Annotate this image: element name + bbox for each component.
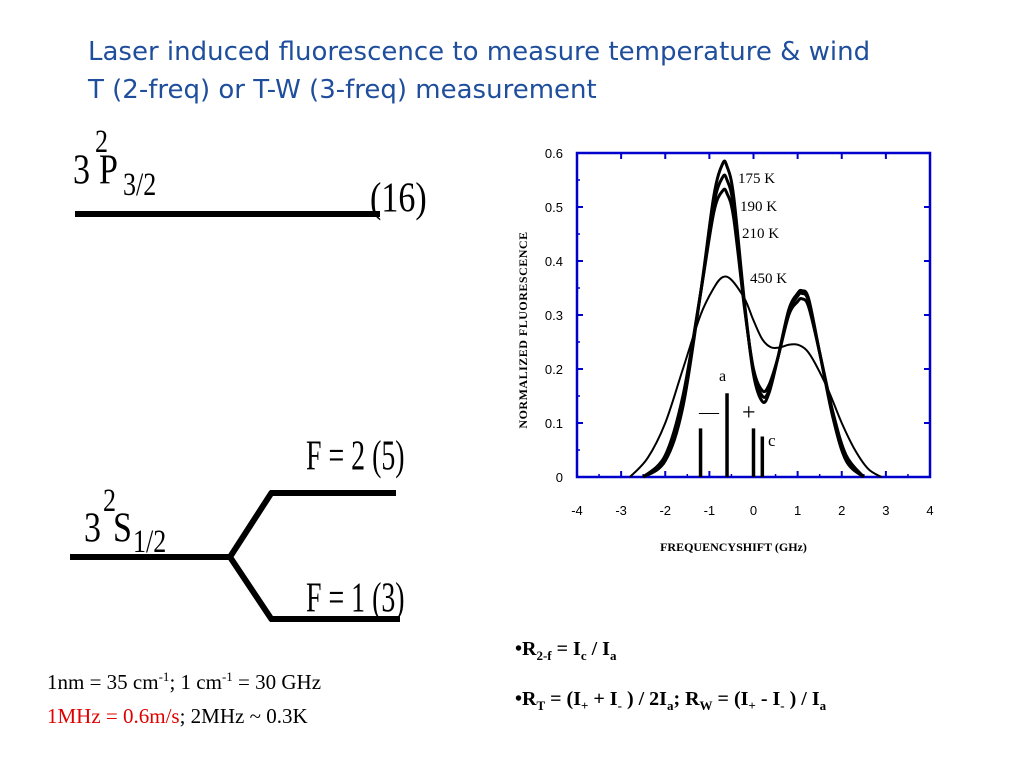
- y-tick-label: 0.1: [545, 416, 563, 431]
- conversion-note-line-2: 1MHz = 0.6m/s; 2MHz ~ 0.3K: [47, 704, 308, 729]
- upper-level-letter: P: [99, 147, 118, 194]
- f-text: = (I: [545, 688, 581, 710]
- f-text: ; R: [673, 688, 700, 710]
- f-text: ) / 2I: [621, 688, 667, 710]
- y-tick-label: 0.6: [545, 146, 563, 161]
- y-tick-label: 0.5: [545, 200, 563, 215]
- y-tick-label: 0.2: [545, 362, 563, 377]
- series-line-450k: [629, 275, 882, 478]
- series-label: 175 K: [738, 171, 775, 187]
- f1-label: F = 1 (3): [306, 575, 405, 622]
- note-text: ; 1 cm: [169, 670, 222, 694]
- x-tick-label: -2: [659, 503, 671, 518]
- x-tick-label: 3: [882, 503, 889, 518]
- upper-level-multiplicity: 2: [95, 123, 108, 160]
- slide-title: Laser induced fluorescence to measure te…: [88, 33, 988, 109]
- marker-a-label: a: [719, 368, 726, 385]
- note-highlight: 1MHz = 0.6m/s: [47, 704, 180, 728]
- marker-minus-label: —: [698, 401, 720, 423]
- f1-branch-line: [227, 555, 275, 622]
- note-text: ; 2MHz ~ 0.3K: [179, 704, 308, 728]
- f-text: / I: [586, 638, 610, 660]
- lower-level-n: 3: [84, 505, 101, 552]
- upper-level-j: 3/2: [123, 166, 157, 203]
- series-label: 450 K: [750, 271, 787, 287]
- marker-c-label: c: [768, 431, 776, 450]
- lower-level-letter: S: [113, 505, 132, 552]
- energy-level-diagram: [70, 211, 400, 622]
- f-sub: +: [748, 698, 756, 713]
- bullet: •: [515, 688, 523, 710]
- f-sub: a: [666, 698, 674, 713]
- marker-plus-label: +: [742, 400, 756, 426]
- x-axis-label: FREQUENCYSHIFT (GHz): [660, 540, 807, 554]
- title-line-2: T (2-freq) or T-W (3-freq) measurement: [88, 75, 597, 105]
- x-tick-label: 0: [750, 503, 757, 518]
- f-sub: T: [536, 698, 546, 713]
- f2-branch-line: [227, 490, 275, 559]
- conversion-note-line-1: 1nm = 35 cm-1; 1 cm-1 = 30 GHz: [47, 669, 321, 695]
- f-sub: a: [609, 648, 617, 663]
- note-sup: -1: [158, 669, 170, 684]
- f-sub: W: [699, 698, 713, 713]
- x-tick-label: -4: [571, 503, 583, 518]
- note-sup: -1: [221, 669, 233, 684]
- note-text: 1nm = 35 cm: [47, 670, 159, 694]
- formula-2f: •R2-f = Ic / Ia: [515, 638, 616, 664]
- f-text: = I: [551, 638, 581, 660]
- formula-tw: •RT = (I+ + I- ) / 2Ia; RW = (I+ - I- ) …: [515, 688, 826, 714]
- f-text: - I: [755, 688, 781, 710]
- x-tick-label: 2: [838, 503, 845, 518]
- x-tick-label: 1: [794, 503, 801, 518]
- f-sub: c: [580, 648, 587, 663]
- y-tick-label: 0.3: [545, 308, 563, 323]
- lower-level-j: 1/2: [133, 523, 167, 560]
- bullet: •: [515, 638, 523, 660]
- f-text: + I: [588, 688, 618, 710]
- f-sub: +: [580, 698, 589, 713]
- series-label: 210 K: [742, 226, 779, 242]
- f-text: = (I: [712, 688, 749, 710]
- f-text: ) / I: [784, 688, 820, 710]
- title-line-1: Laser induced fluorescence to measure te…: [88, 37, 871, 67]
- f-text: R: [522, 638, 537, 660]
- y-tick-label: 0.4: [545, 254, 563, 269]
- upper-level-degeneracy: (16): [370, 175, 427, 222]
- f2-label: F = 2 (5): [306, 433, 405, 480]
- x-tick-label: -1: [704, 503, 716, 518]
- f-sub: a: [819, 698, 827, 713]
- f-sub: -: [617, 698, 622, 713]
- f-sub: 2-f: [536, 648, 552, 663]
- series-line-210k: [642, 187, 865, 479]
- y-axis-label: NORMALIZED FLUORESCENCE: [516, 231, 530, 428]
- lower-level-multiplicity: 2: [103, 482, 116, 519]
- x-tick-label: 4: [926, 503, 933, 518]
- series-label: 190 K: [740, 199, 777, 215]
- y-tick-label: 0: [556, 470, 563, 485]
- note-text: = 30 GHz: [232, 670, 322, 694]
- f-sub: -: [780, 698, 785, 713]
- x-tick-label: -3: [615, 503, 627, 518]
- upper-level-n: 3: [73, 147, 90, 194]
- f-text: R: [522, 688, 537, 710]
